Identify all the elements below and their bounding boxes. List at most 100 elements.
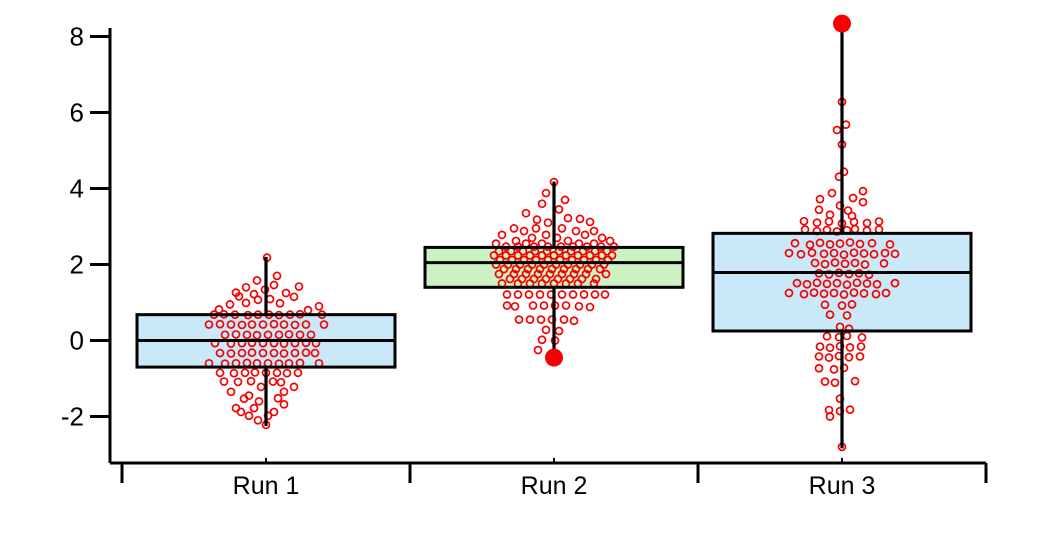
data-point [869,249,879,259]
data-point [510,301,520,311]
data-point [568,290,578,299]
data-point [215,368,225,378]
data-point [241,282,251,292]
data-point [554,205,564,214]
data-point [810,258,820,268]
data-point [843,206,853,215]
data-point [237,348,247,358]
data-point [273,393,283,403]
data-point [279,320,289,329]
data-point [537,251,547,260]
data-point [575,214,585,224]
data-point [840,259,850,269]
data-point [226,387,236,397]
data-point [268,377,278,386]
data-point [597,251,607,260]
data-point [226,349,236,358]
data-point [559,264,569,274]
data-point [790,238,800,248]
data-point [239,394,249,403]
data-point [289,292,299,302]
data-point [784,248,794,258]
data-point [835,239,845,248]
y-tick-label: 0 [70,326,84,356]
data-point [829,248,839,258]
data-point [537,335,547,345]
data-point [226,320,236,329]
data-point [814,352,824,361]
data-point [237,320,247,330]
data-point [784,288,794,298]
data-point [824,353,834,362]
data-point [284,330,294,339]
data-point [282,368,292,378]
y-tick-label: 4 [70,174,84,204]
data-point [525,251,535,260]
data-point [839,290,849,299]
data-point [825,240,835,249]
box-border-run-2 [423,245,685,289]
x-category-label: Run 1 [233,472,300,500]
data-point [269,407,279,417]
data-point [290,320,300,330]
data-point [225,300,235,309]
data-point [859,289,869,298]
data-point [253,295,263,305]
data-point [815,194,825,204]
data-point [874,217,884,226]
data-point [860,260,870,269]
data-point [234,292,244,301]
data-point [796,249,806,259]
data-point [531,224,541,233]
data-point [855,352,865,361]
data-point [832,125,842,135]
data-point [319,320,329,329]
data-point [590,290,600,299]
data-point [502,290,512,299]
data-point [231,330,241,339]
data-point [589,226,599,236]
data-point [857,333,867,342]
data-point [244,411,254,421]
data-point [814,205,824,215]
data-point [541,188,551,198]
data-point [597,233,607,243]
data-point [844,352,854,362]
data-point [605,236,615,246]
data-point [249,289,259,299]
data-point [845,238,855,247]
data-point [805,240,815,250]
data-point [535,264,545,274]
data-point [559,315,569,324]
data-point [848,193,858,203]
data-point [849,248,859,258]
data-point [275,298,285,308]
data-point [601,269,611,279]
data-point [279,387,289,397]
data-point [281,288,291,298]
data-point [579,290,589,299]
data-point [859,249,869,258]
data-point [301,348,311,358]
data-point [527,233,537,243]
data-point [491,260,501,269]
data-point [842,311,852,320]
data-point [532,215,542,225]
data-point [524,290,534,299]
data-point [890,249,900,259]
data-point [825,412,835,421]
data-point [519,226,529,236]
data-point [215,348,225,358]
data-point [879,259,889,268]
data-point [844,269,854,279]
data-point [247,320,257,329]
data-point [303,305,313,315]
data-point [799,216,809,226]
data-point [246,376,256,386]
data-point [541,325,551,335]
data-point [489,251,499,260]
data-point [560,195,570,205]
data-point [585,302,595,312]
